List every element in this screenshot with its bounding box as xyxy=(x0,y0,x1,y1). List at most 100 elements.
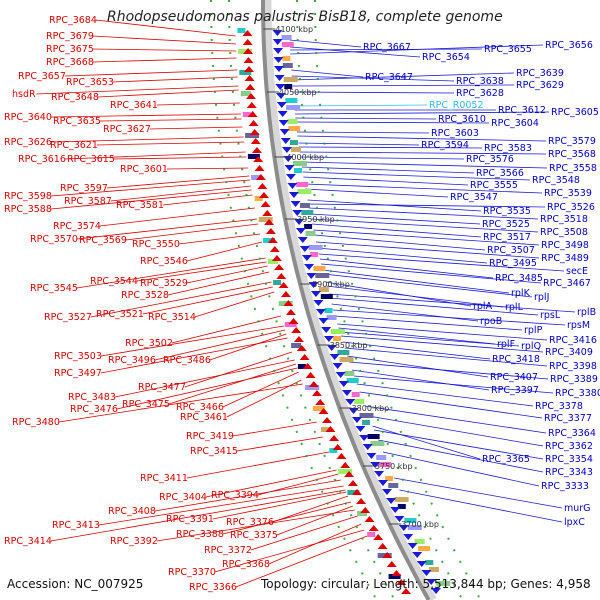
feature-block xyxy=(304,224,313,229)
right-connector xyxy=(298,142,420,146)
reverse-strand-arrow xyxy=(285,309,296,315)
left-gene-label: RPC_3461 xyxy=(180,412,228,423)
feature-block xyxy=(318,287,329,292)
right-connector xyxy=(333,309,566,326)
feature-block xyxy=(346,378,359,383)
feature-block xyxy=(418,546,431,551)
forward-strand-arrow xyxy=(274,75,285,81)
genome-summary-text: Topology: circular; Length: 5,513,844 bp… xyxy=(260,577,591,591)
forward-strand-arrow xyxy=(362,444,373,450)
right-gene-label: RPC_3378 xyxy=(535,401,583,412)
forward-strand-arrow xyxy=(292,210,303,216)
left-gene-label: RPC_3544 xyxy=(90,276,138,287)
left-connector xyxy=(64,69,238,77)
reverse-strand-arrow xyxy=(262,210,273,216)
reverse-strand-arrow xyxy=(336,453,347,459)
right-gene-label: RPC_3333 xyxy=(541,481,589,492)
left-gene-label: RPC_3483 xyxy=(68,392,116,403)
left-connector xyxy=(90,281,272,318)
right-connector xyxy=(314,234,486,251)
right-connector xyxy=(315,241,540,259)
reverse-strand-arrow xyxy=(299,354,310,360)
reverse-strand-arrow xyxy=(308,381,319,387)
right-connector xyxy=(349,361,549,380)
reverse-strand-arrow xyxy=(244,66,255,72)
left-gene-label: RPC_3679 xyxy=(46,31,94,42)
reverse-strand-arrow xyxy=(318,408,329,414)
right-connector xyxy=(289,39,362,48)
feature-block xyxy=(240,91,251,96)
reverse-strand-arrow xyxy=(321,417,332,423)
left-gene-label: RPC_3598 xyxy=(4,191,52,202)
reverse-strand-arrow xyxy=(258,192,269,198)
right-gene-label: RPC_3507 xyxy=(487,245,535,256)
right-connector xyxy=(291,75,455,82)
right-connector xyxy=(292,84,515,87)
right-gene-label: RPC_3568 xyxy=(548,149,596,160)
forward-strand-arrow xyxy=(275,84,286,90)
left-connector xyxy=(222,501,352,535)
forward-strand-arrow xyxy=(297,237,308,243)
right-connector xyxy=(356,383,534,407)
feature-block xyxy=(310,252,319,257)
left-gene-label: RPC_3404 xyxy=(159,492,207,503)
reverse-strand-arrow xyxy=(250,138,261,144)
left-connector xyxy=(92,57,237,63)
right-gene-label: RPC_3467 xyxy=(543,278,591,289)
reverse-strand-arrow xyxy=(274,264,285,270)
left-connector xyxy=(92,35,236,45)
forward-strand-arrow xyxy=(351,417,362,423)
reverse-strand-arrow xyxy=(364,516,375,522)
reverse-strand-arrow xyxy=(257,183,268,189)
forward-strand-arrow xyxy=(285,174,296,180)
left-gene-label: RPC_3545 xyxy=(30,283,78,294)
right-gene-label: RPC_3628 xyxy=(456,88,504,99)
forward-strand-arrow xyxy=(274,66,285,72)
left-connector xyxy=(232,421,317,437)
right-gene-label: RPC_3416 xyxy=(549,335,597,346)
right-connector xyxy=(318,253,565,272)
reverse-strand-arrow xyxy=(368,525,379,531)
reverse-strand-arrow xyxy=(267,237,278,243)
reverse-strand-arrow xyxy=(276,273,287,279)
left-gene-label: RPC_3486 xyxy=(163,355,211,366)
reverse-strand-arrow xyxy=(248,120,259,126)
reverse-strand-arrow xyxy=(296,345,307,351)
left-gene-label: RPC_3597 xyxy=(60,183,108,194)
right-connector xyxy=(399,489,563,523)
feature-block xyxy=(273,280,282,285)
forward-strand-arrow xyxy=(386,498,397,504)
right-gene-label: RPC_3555 xyxy=(470,180,518,191)
forward-strand-arrow xyxy=(273,48,284,54)
left-connector xyxy=(100,337,288,374)
forward-strand-arrow xyxy=(304,264,315,270)
left-gene-label: RPC_3415 xyxy=(190,446,238,457)
left-connector xyxy=(186,451,330,479)
right-gene-label: RPC_3667 xyxy=(363,42,411,53)
left-gene-label: RPC_3372 xyxy=(204,545,252,556)
left-connector xyxy=(171,315,282,344)
left-connector xyxy=(154,479,342,512)
reverse-strand-arrow xyxy=(269,246,280,252)
right-connector xyxy=(297,135,547,142)
left-gene-label: RPC_3477 xyxy=(138,382,186,393)
feature-block xyxy=(290,140,298,145)
left-connector xyxy=(276,505,353,536)
right-connector xyxy=(302,171,531,181)
left-connector xyxy=(50,489,346,542)
feature-block xyxy=(354,399,365,404)
forward-strand-arrow xyxy=(416,561,427,567)
left-connector xyxy=(99,207,255,227)
left-gene-label: RPC_3640 xyxy=(4,112,52,123)
forward-strand-arrow xyxy=(290,201,301,207)
feature-block xyxy=(388,483,399,488)
left-gene-label: RPC_3527 xyxy=(44,312,92,323)
feature-block xyxy=(301,210,314,215)
right-gene-label: rpoB xyxy=(480,316,502,327)
scale-tick-label: 3850 kbp xyxy=(330,341,368,350)
right-gene-label: RPC_3489 xyxy=(541,253,589,264)
forward-strand-arrow xyxy=(341,390,352,396)
forward-strand-arrow xyxy=(306,273,317,279)
forward-strand-arrow xyxy=(299,246,310,252)
feature-block xyxy=(297,189,312,194)
